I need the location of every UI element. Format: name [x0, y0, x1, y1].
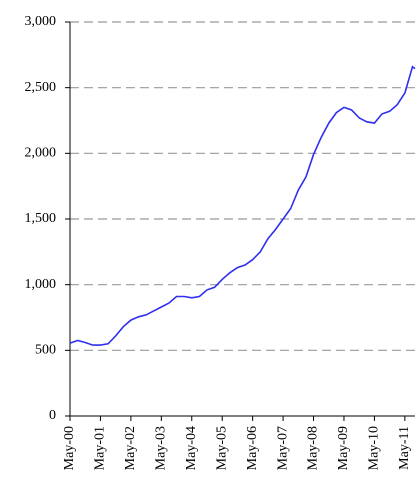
- x-tick-label: May-02: [123, 426, 138, 470]
- y-tick-label: 1,000: [25, 277, 57, 292]
- x-tick-label: May-01: [93, 426, 108, 470]
- x-tick-label: May-09: [336, 426, 351, 470]
- y-tick-label: 1,500: [25, 211, 57, 226]
- x-tick-label: May-00: [62, 426, 77, 470]
- y-tick-label: 3,000: [25, 14, 57, 29]
- x-tick-label: May-03: [154, 426, 169, 470]
- x-tick-label: May-11: [397, 426, 412, 470]
- y-tick-label: 2,000: [25, 146, 57, 161]
- x-tick-label: May-08: [306, 426, 321, 470]
- data-line: [69, 65, 416, 346]
- x-tick-label: May-10: [367, 426, 382, 470]
- y-tick-label: 0: [49, 408, 56, 423]
- y-tick-label: 2,500: [25, 80, 57, 95]
- x-tick-label: May-07: [275, 426, 290, 470]
- x-tick-label: May-04: [184, 426, 199, 470]
- x-tick-label: May-06: [245, 426, 260, 470]
- x-tick-label: May-05: [214, 426, 229, 470]
- y-tick-label: 500: [35, 343, 56, 358]
